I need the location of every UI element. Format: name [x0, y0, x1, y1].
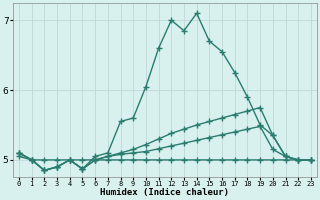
X-axis label: Humidex (Indice chaleur): Humidex (Indice chaleur) [100, 188, 229, 197]
